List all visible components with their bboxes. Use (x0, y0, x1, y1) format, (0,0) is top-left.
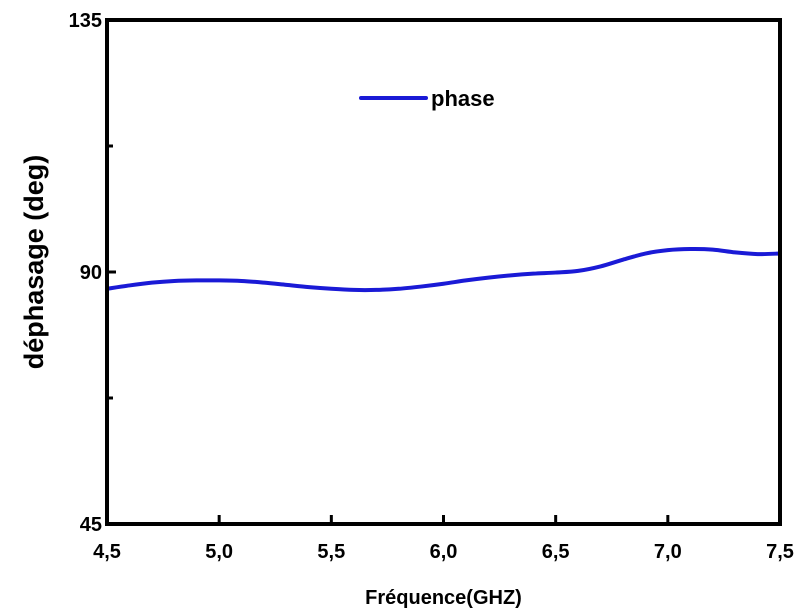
x-axis-title: Fréquence(GHZ) (365, 587, 522, 609)
y-axis-title: déphasage (deg) (19, 155, 49, 370)
series-line-phase (106, 247, 781, 293)
legend-label-phase: phase (431, 86, 495, 111)
legend: phase (359, 86, 495, 111)
x-tick-label: 6,5 (542, 541, 570, 563)
series-layer (106, 247, 781, 293)
x-tick-label: 5,5 (317, 541, 345, 563)
x-tick-label: 6,0 (430, 541, 458, 563)
y-tick-label: 135 (69, 10, 102, 32)
x-tick-label: 5,0 (205, 541, 233, 563)
x-tick-label: 4,5 (93, 541, 121, 563)
y-tick-label: 45 (80, 514, 102, 536)
x-tick-label: 7,0 (654, 541, 682, 563)
plot-frame (105, 18, 782, 526)
tick-layer: 4,5 5,0 5,5 6,0 6,5 7,0 7,5 45 90 135 (69, 10, 794, 563)
y-tick-label: 90 (80, 262, 102, 284)
x-tick-label: 7,5 (766, 541, 794, 563)
